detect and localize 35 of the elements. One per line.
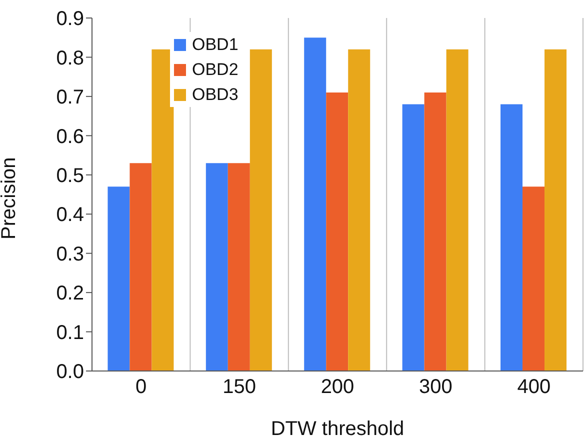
y-tick-label: 0.0 — [56, 361, 84, 384]
y-tick-label: 0.4 — [56, 204, 84, 226]
x-tick-label: 200 — [320, 376, 354, 398]
bar — [108, 186, 130, 371]
x-tick-label: 300 — [419, 376, 452, 398]
bar — [402, 104, 424, 371]
bar — [250, 49, 272, 371]
y-tick-label: 0.9 — [56, 8, 84, 30]
y-tick-label: 0.7 — [56, 86, 84, 109]
bar — [206, 163, 228, 371]
bar — [424, 92, 446, 371]
bar — [522, 186, 545, 371]
bar — [304, 38, 326, 371]
bar — [500, 104, 523, 371]
x-tick-label: 0 — [136, 376, 147, 398]
bar — [544, 49, 567, 371]
y-tick-label: 0.6 — [56, 126, 84, 148]
y-axis-title: Precision — [0, 157, 20, 240]
legend-label: OBD3 — [192, 84, 238, 106]
y-tick-label: 0.5 — [56, 164, 84, 187]
x-tick-label: 150 — [222, 376, 256, 398]
legend-label: OBD1 — [192, 34, 238, 56]
bar — [446, 49, 468, 371]
bar — [130, 163, 152, 371]
y-tick-label: 0.8 — [56, 47, 84, 70]
bar — [326, 92, 348, 371]
bar — [348, 49, 370, 371]
x-tick-label: 400 — [517, 376, 551, 398]
bar — [152, 49, 174, 371]
y-tick-label: 0.2 — [56, 282, 84, 305]
legend-label: OBD2 — [192, 59, 238, 81]
x-axis-title: DTW threshold — [270, 418, 404, 440]
bar — [228, 163, 250, 371]
y-tick-label: 0.1 — [56, 322, 84, 344]
y-tick-label: 0.3 — [56, 243, 84, 266]
